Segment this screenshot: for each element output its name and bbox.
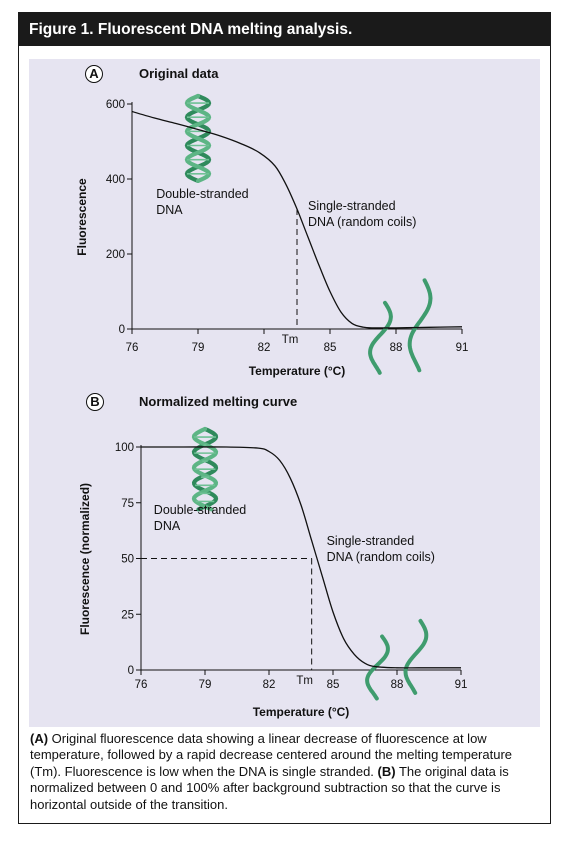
- panel-b-tm-label: Tm: [296, 675, 313, 687]
- panel-a-y-tick-label: 200: [106, 249, 125, 261]
- panel-a-y-tick-label: 600: [106, 99, 125, 111]
- panel-b-y-label: Fluorescence (normalized): [78, 483, 92, 635]
- panel-b-x-label: Temperature (°C): [253, 705, 350, 719]
- panel-a-ss-label-2: DNA (random coils): [308, 215, 416, 229]
- caption-b-label: (B): [377, 763, 396, 779]
- panel-b-x-tick-label: 82: [263, 679, 276, 691]
- panel-a-x-tick-label: 79: [192, 342, 205, 354]
- panel-b-double-helix-icon-strand: [191, 426, 219, 512]
- panel-a-coil-icon-2: [407, 278, 433, 373]
- panel-b-x-tick-label: 91: [455, 679, 468, 691]
- caption-a-text: Original fluorescence data showing a lin…: [30, 731, 513, 779]
- panel-b-y-tick-label: 25: [121, 609, 134, 621]
- panel-a-melting-curve: [131, 110, 463, 329]
- panel-a-ss-label-1: Single-stranded: [308, 199, 396, 213]
- panel-b-ss-label-2: DNA (random coils): [327, 550, 435, 564]
- panel-b-badge-letter: B: [90, 394, 99, 409]
- panel-b-badge: [86, 393, 104, 411]
- panel-b-y-tick-label: 75: [121, 498, 134, 510]
- panel-a-title: Original data: [139, 66, 219, 81]
- figure-caption: (A) Original fluorescence data showing a…: [30, 731, 542, 813]
- panel-a-x-tick-label: 91: [456, 342, 469, 354]
- figure-box: Figure 1. Fluorescent DNA melting analys…: [18, 12, 551, 824]
- panel-b-x-tick-label: 88: [391, 679, 404, 691]
- panel-b-ds-label-2: DNA: [154, 519, 181, 533]
- panel-a-badge: [85, 65, 103, 83]
- panel-a-x-tick-label: 88: [390, 342, 403, 354]
- panel-b-x-tick-label: 76: [135, 679, 148, 691]
- panel-b-double-helix-icon: [191, 426, 219, 512]
- panel-b-y-tick-label: 100: [115, 442, 134, 454]
- panel-b-ds-label-1: Double-stranded: [154, 503, 246, 517]
- caption-a-label: (A): [30, 731, 49, 746]
- panel-b-double-helix-icon-strand: [191, 426, 219, 512]
- panel-b-coil-icon-1: [365, 634, 390, 701]
- panel-a-x-tick-label: 85: [324, 342, 337, 354]
- panel-a-x-tick-label: 82: [258, 342, 271, 354]
- panel-a-ds-label-1: Double-stranded: [156, 187, 248, 201]
- panel-b-title: Normalized melting curve: [139, 394, 297, 409]
- panel-a-badge-letter: A: [89, 66, 99, 81]
- figure-panel: A Original data 76 79 82 85 88 91 0 200 400 600 Temp…: [29, 59, 540, 727]
- figure-title: Figure 1. Fluorescent DNA melting analys…: [19, 13, 550, 46]
- panel-a-y-tick-label: 0: [119, 324, 125, 336]
- caption-b-text: The original data is normalized between …: [30, 763, 509, 812]
- panel-b-ss-label-1: Single-stranded: [327, 534, 415, 548]
- melting-charts: A Original data 76 79 82 85 88 91 0 200 400 600 Temp…: [75, 65, 469, 719]
- panel-a-x-label: Temperature (°C): [249, 364, 346, 378]
- panel-b-y-tick-label: 50: [121, 554, 134, 566]
- panel-b-melting-curve: [140, 446, 461, 669]
- panel-a-tm-label: Tm: [282, 334, 299, 346]
- panel-b-y-tick-label: 0: [128, 665, 134, 677]
- panel-b-x-tick-label: 85: [327, 679, 340, 691]
- panel-a-y-label: Fluorescence: [75, 178, 89, 256]
- panel-a-y-tick-label: 400: [106, 174, 125, 186]
- panel-b-x-tick-label: 79: [199, 679, 212, 691]
- panel-a-coil-icon-1: [368, 300, 393, 375]
- panel-a-x-tick-label: 76: [126, 342, 139, 354]
- panel-b-coil-icon-2: [403, 618, 429, 695]
- panel-a-ds-label-2: DNA: [156, 203, 183, 217]
- panel-a-double-helix-icon-strand: [184, 93, 212, 183]
- panel-a-double-helix-icon: [184, 93, 212, 183]
